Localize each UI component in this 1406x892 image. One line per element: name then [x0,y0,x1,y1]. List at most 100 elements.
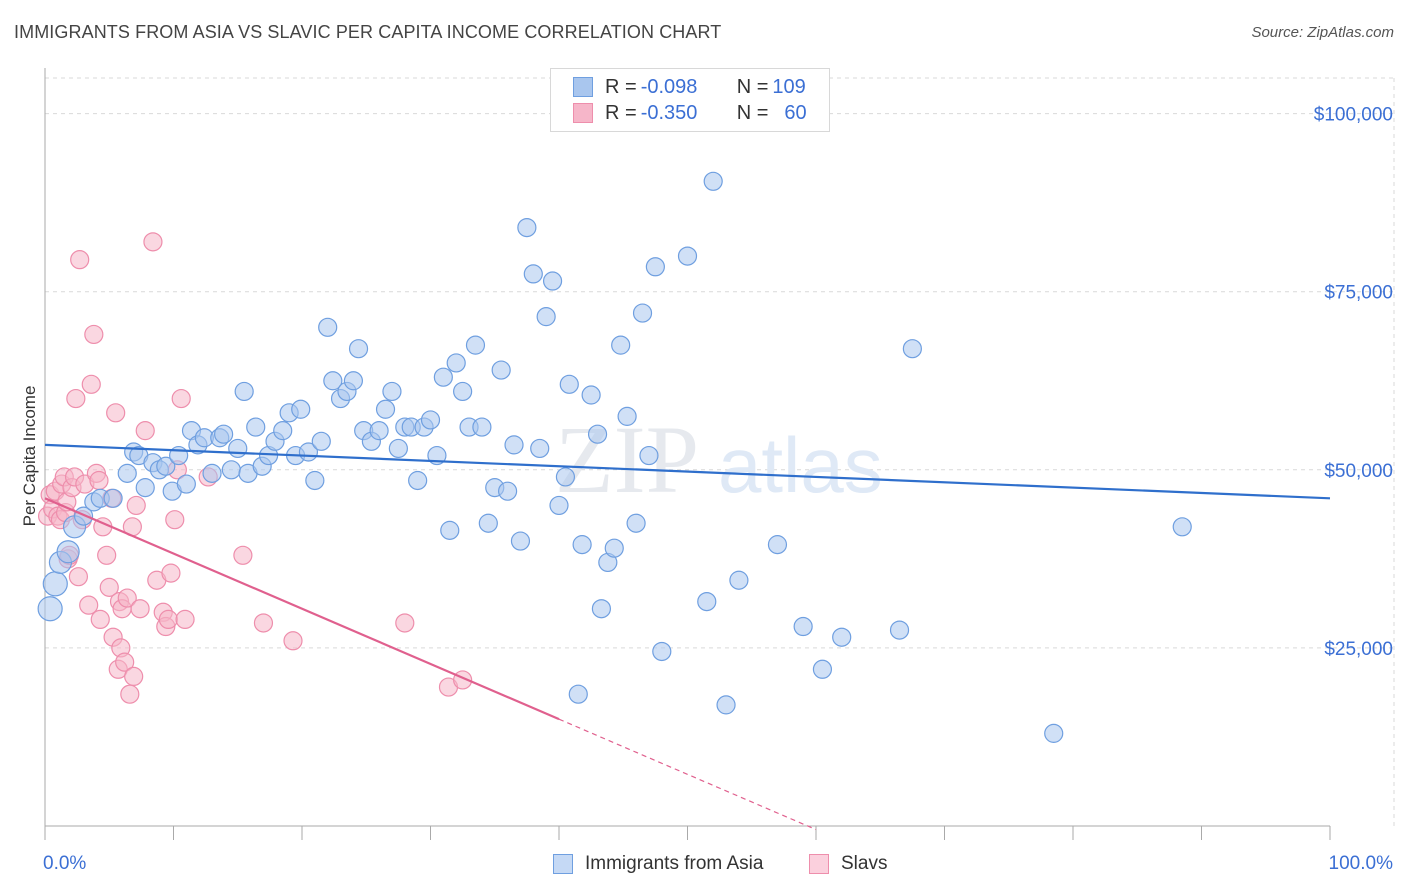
asia-point-67 [491,360,511,380]
slavs-trend-line [44,497,560,721]
slavs-point-20 [81,374,101,394]
asia-point-87 [617,406,637,426]
asia-point-73 [530,438,550,459]
asia-point-99 [793,616,813,637]
slavs-point-39 [124,666,144,687]
slavs-point-21 [84,324,104,345]
asia-legend-swatch [553,854,573,874]
slavs-point-42 [135,421,155,441]
asia-point-65 [478,513,498,533]
asia-point-78 [559,374,579,394]
asia-point-1 [42,571,68,597]
slavs-point-47 [158,609,178,630]
asia-point-8 [103,488,123,508]
slavs-point-48 [161,563,181,583]
slavs-point-26 [97,545,117,565]
asia-point-69 [504,435,524,455]
asia-point-5 [73,506,94,526]
x-tick-labels: 0.0% 100.0% [43,853,1393,874]
asia-point-51 [388,438,408,459]
asia-point-54 [408,470,428,491]
slavs-point-36 [117,588,137,608]
asia-point-61 [453,381,473,402]
legend-r-label: R = [605,75,637,98]
asia-point-81 [581,385,601,405]
legend-r-value-slavs: -0.350 [640,101,698,124]
asia-point-100 [812,659,833,679]
asia-point-49 [375,399,396,419]
chart-title: IMMIGRANTS FROM ASIA VS SLAVIC PER CAPIT… [14,22,722,42]
asia-point-104 [1044,723,1064,743]
asia-point-60 [446,353,466,373]
asia-point-44 [343,371,363,391]
slavs-legend-label: Slavs [841,853,888,874]
y-tick-label-3: $100,000 [1314,105,1393,126]
asia-point-48 [369,421,389,441]
legend-n-value-asia: 109 [772,75,806,98]
asia-point-68 [498,481,518,501]
asia-point-41 [323,371,343,391]
slavs-swatch [573,103,593,123]
asia-point-71 [517,218,537,238]
correlation-legend: R = -0.098 N = 109 R = -0.350 N = 60 [550,68,830,132]
asia-point-56 [420,410,441,430]
chart-source: Source: ZipAtlas.com [1251,24,1394,41]
y-tick-label-1: $50,000 [1324,461,1393,482]
legend-row-asia: R = -0.098 N = 109 [573,74,806,100]
asia-point-26 [228,438,248,459]
y-tick-label-2: $75,000 [1324,283,1393,304]
asia-point-79 [568,684,588,704]
asia-point-92 [652,641,672,662]
slavs-point-14 [66,388,86,409]
asia-point-24 [214,424,234,444]
asia-point-0 [37,596,63,622]
asia-point-59 [440,520,460,540]
slavs-point-49 [165,510,185,530]
slavs-point-52 [175,609,195,630]
slavs-point-23 [89,470,109,491]
asia-point-88 [626,513,646,533]
asia-point-80 [572,535,592,555]
asia-point-12 [135,478,155,498]
slavs-point-15 [68,567,89,587]
asia-point-40 [318,317,338,337]
legend-n-label: N = [736,75,769,98]
x-tick-label-max: 100.0% [1329,853,1394,874]
slavs-point-55 [253,613,274,633]
y-axis-label: Per Capita Income [20,386,39,527]
asia-trend-line [44,443,1331,500]
slavs-point-19 [79,595,99,615]
legend-n-label: N = [736,101,769,124]
asia-point-103 [902,339,922,359]
legend-row-slavs: R = -0.350 N = 60 [573,100,807,126]
asia-point-58 [433,367,453,387]
watermark-atlas: atlas [718,421,883,509]
watermark: ZIP atlas [555,406,883,513]
asia-point-64 [472,417,492,437]
asia-point-105 [1172,517,1192,537]
asia-point-9 [117,463,137,483]
asia-point-74 [536,307,556,327]
slavs-point-41 [130,599,150,619]
asia-point-102 [889,620,910,640]
slavs-point-16 [70,250,90,270]
asia-legend-label: Immigrants from Asia [585,853,764,874]
legend-r-label: R = [605,101,637,124]
asia-point-39 [311,431,331,451]
slavs-point-56 [283,631,303,651]
slavs-point-24 [90,609,110,630]
asia-point-75 [542,271,563,291]
asia-point-18 [176,474,196,494]
asia-point-97 [729,570,749,590]
slavs-point-35 [115,652,135,672]
asia-point-101 [832,627,852,647]
asia-point-89 [632,303,653,323]
slavs-point-40 [126,495,146,516]
asia-point-94 [697,591,717,612]
asia-point-3 [56,540,80,564]
asia-point-33 [273,421,293,441]
slavs-point-27 [99,577,119,597]
asia-point-83 [591,599,612,619]
asia-point-98 [767,535,788,555]
x-tick-label-min: 0.0% [43,853,86,874]
